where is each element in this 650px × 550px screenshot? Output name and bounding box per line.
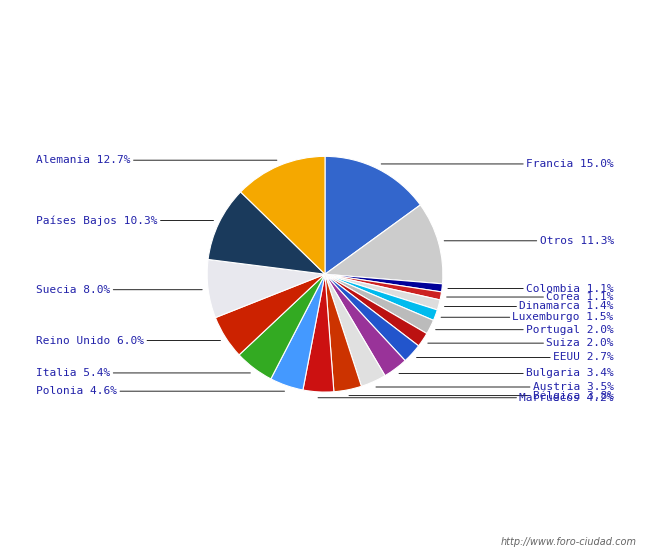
Text: Colombia 1.1%: Colombia 1.1%: [448, 284, 614, 294]
Wedge shape: [239, 274, 325, 379]
Text: http://www.foro-ciudad.com: http://www.foro-ciudad.com: [501, 537, 637, 547]
Wedge shape: [325, 274, 440, 310]
Text: Suecia 8.0%: Suecia 8.0%: [36, 285, 202, 295]
Wedge shape: [207, 260, 325, 317]
Text: Bélgica 3.8%: Bélgica 3.8%: [349, 390, 614, 401]
Wedge shape: [303, 274, 334, 392]
Text: Países Bajos 10.3%: Países Bajos 10.3%: [36, 215, 214, 226]
Text: Italia 5.4%: Italia 5.4%: [36, 368, 250, 378]
Text: EEUU 2.7%: EEUU 2.7%: [417, 353, 614, 362]
Text: Suiza 2.0%: Suiza 2.0%: [428, 338, 614, 348]
Wedge shape: [271, 274, 325, 390]
Text: Bulgaria 3.4%: Bulgaria 3.4%: [399, 368, 614, 378]
Wedge shape: [325, 205, 443, 284]
Text: Vilafranca del Penedès - Turistas extranjeros según país - Abril de 2024: Vilafranca del Penedès - Turistas extran…: [37, 14, 613, 26]
Wedge shape: [325, 274, 405, 376]
Text: Francia 15.0%: Francia 15.0%: [381, 159, 614, 169]
Wedge shape: [325, 274, 434, 333]
Wedge shape: [215, 274, 325, 355]
Text: Portugal 2.0%: Portugal 2.0%: [436, 324, 614, 335]
Text: Austria 3.5%: Austria 3.5%: [376, 382, 614, 392]
Text: Reino Unido 6.0%: Reino Unido 6.0%: [36, 336, 220, 345]
Text: Luxemburgo 1.5%: Luxemburgo 1.5%: [441, 312, 614, 322]
Wedge shape: [325, 274, 427, 346]
Text: Dinamarca 1.4%: Dinamarca 1.4%: [445, 301, 614, 311]
Wedge shape: [325, 274, 419, 361]
Wedge shape: [325, 274, 437, 320]
Text: Otros 11.3%: Otros 11.3%: [444, 236, 614, 246]
Wedge shape: [325, 274, 441, 300]
Text: Polonia 4.6%: Polonia 4.6%: [36, 386, 285, 396]
Wedge shape: [325, 274, 385, 386]
Wedge shape: [325, 156, 421, 274]
Wedge shape: [325, 274, 443, 292]
Wedge shape: [208, 192, 325, 274]
Wedge shape: [240, 156, 325, 274]
Text: Marruecos 4.2%: Marruecos 4.2%: [318, 393, 614, 403]
Text: Alemania 12.7%: Alemania 12.7%: [36, 155, 277, 165]
Text: Corea 1.1%: Corea 1.1%: [447, 292, 614, 302]
Wedge shape: [325, 274, 361, 392]
